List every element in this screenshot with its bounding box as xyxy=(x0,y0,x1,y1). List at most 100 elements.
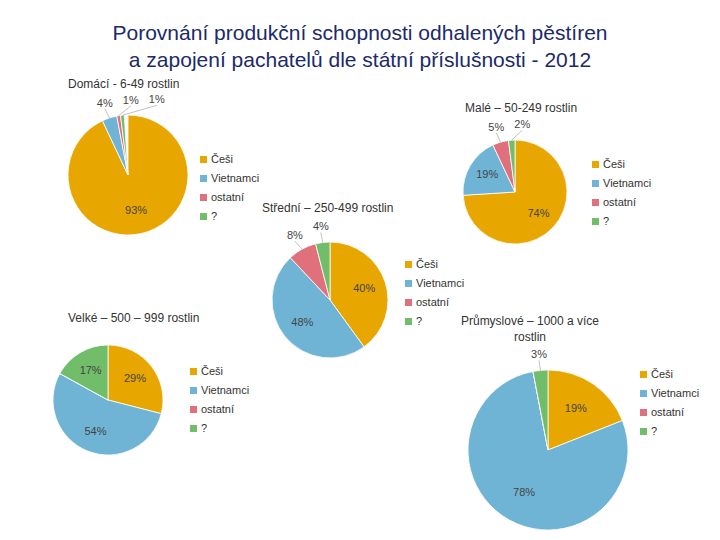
legend-label: ? xyxy=(603,215,609,227)
data-label: 48% xyxy=(291,316,313,328)
data-labels: 29% 54% 17% xyxy=(80,364,147,437)
legend-label: Češi xyxy=(603,158,625,170)
data-labels: 74% 19% 5% 2% xyxy=(476,118,549,219)
legend-label: ostatní xyxy=(201,403,234,415)
leader-line xyxy=(496,133,500,142)
legend-swatch xyxy=(592,161,599,168)
leader-line xyxy=(512,130,523,140)
slices xyxy=(468,370,628,530)
legend-label: Češi xyxy=(201,365,223,377)
legend-label: Češi xyxy=(416,258,438,270)
data-label: 78% xyxy=(513,486,535,498)
pie-slice xyxy=(316,242,330,300)
pie-slice xyxy=(463,140,567,244)
data-labels: 93% 4% 1% 1% xyxy=(97,93,165,216)
data-label: 3% xyxy=(531,348,547,360)
legend-label: Vietnamci xyxy=(651,387,699,399)
slices xyxy=(68,115,188,235)
data-label: 4% xyxy=(313,220,329,232)
data-label: 54% xyxy=(84,425,106,437)
legend-swatch xyxy=(190,387,197,394)
data-label: 17% xyxy=(80,364,102,376)
legend-swatch xyxy=(190,425,197,432)
legend-swatch xyxy=(190,368,197,375)
pie-slice xyxy=(117,115,128,175)
chart-title: Průmyslové – 1000 a vícerostlin xyxy=(461,314,599,344)
pie-chart: Střední – 250-499 rostlin 40% 48% 8% 4% Češi V… xyxy=(262,201,464,358)
chart-title: Velké – 500 – 999 rostlin xyxy=(68,311,199,325)
data-label: 19% xyxy=(565,402,587,414)
pie-slice xyxy=(508,140,515,192)
legend-label: Vietnamci xyxy=(211,172,259,184)
data-label: 1% xyxy=(149,93,165,105)
legend-swatch xyxy=(200,175,207,182)
data-label: 5% xyxy=(488,121,504,133)
legend-label: ostatní xyxy=(651,406,684,418)
legend-label: Vietnamci xyxy=(603,177,651,189)
legend-label: Češi xyxy=(651,368,673,380)
pie-chart: Velké – 500 – 999 rostlin 29% 54% 17% Češi Vi… xyxy=(53,311,249,455)
chart-title: Domácí - 6-49 rostlin xyxy=(68,77,179,91)
legend-swatch xyxy=(200,213,207,220)
leader-line xyxy=(321,233,323,243)
legend-label: Vietnamci xyxy=(416,277,464,289)
data-label: 19% xyxy=(476,168,498,180)
data-label: 29% xyxy=(124,372,146,384)
page: Porovnání produkční schopnosti odhalenýc… xyxy=(0,0,720,540)
legend-label: Češi xyxy=(211,153,233,165)
legend-swatch xyxy=(190,406,197,413)
data-label: 93% xyxy=(125,204,147,216)
slices xyxy=(272,242,388,358)
data-labels: 19% 78% 3% xyxy=(513,348,587,498)
pie-slice xyxy=(533,370,548,450)
legend-label: ostatní xyxy=(603,196,636,208)
data-label: 74% xyxy=(527,207,549,219)
legend: Češi Vietnamci ostatní? xyxy=(190,365,249,434)
data-label: 4% xyxy=(97,97,113,109)
legend-swatch xyxy=(640,390,647,397)
pie-slice xyxy=(68,115,188,235)
legend-label: ? xyxy=(211,210,217,222)
legend-label: ostatní xyxy=(416,296,449,308)
pie-chart: Malé – 50-249 rostlin 74% 19% 5% 2% Češi Vietn… xyxy=(463,101,651,244)
chart-title: Malé – 50-249 rostlin xyxy=(465,101,577,115)
pie-chart: Domácí - 6-49 rostlin 93% 4% 1% 1% Češi Vietna… xyxy=(68,77,259,235)
legend-swatch xyxy=(405,280,412,287)
chart-title: Střední – 250-499 rostlin xyxy=(262,201,393,215)
data-label: 2% xyxy=(514,118,530,130)
slices xyxy=(53,345,163,455)
data-labels: 40% 48% 8% 4% xyxy=(287,220,376,327)
data-label: 8% xyxy=(287,229,303,241)
legend-label: ostatní xyxy=(211,191,244,203)
legend-swatch xyxy=(405,299,412,306)
legend-label: ? xyxy=(201,422,207,434)
legend-swatch xyxy=(592,180,599,187)
leader-line xyxy=(119,106,131,116)
legend-label: Vietnamci xyxy=(201,384,249,396)
pie-chart: Průmyslové – 1000 a vícerostlin 19% 78% 3% Č… xyxy=(461,314,699,530)
legend-swatch xyxy=(640,409,647,416)
legend-swatch xyxy=(200,194,207,201)
main-title: Porovnání produkční schopnosti odhalenýc… xyxy=(113,21,608,71)
leader-line xyxy=(539,360,540,370)
pie-slice xyxy=(493,140,515,192)
legend: Češi Vietnamci ostatní? xyxy=(200,153,259,222)
slices xyxy=(463,140,567,244)
leader-line xyxy=(295,241,302,249)
leader-line xyxy=(122,105,156,115)
pie-slice xyxy=(102,116,128,175)
legend-label: ? xyxy=(651,425,657,437)
legend-swatch xyxy=(640,371,647,378)
legend-swatch xyxy=(592,199,599,206)
leader-line xyxy=(105,109,110,118)
legend-swatch xyxy=(200,156,207,163)
legend: ČešiVietnamciostatní? xyxy=(405,258,464,327)
legend-swatch xyxy=(405,261,412,268)
legend: Češi Vietnamci ostatní? xyxy=(592,158,651,227)
legend-swatch xyxy=(640,428,647,435)
data-label: 1% xyxy=(123,94,139,106)
legend: Češi Vietnamci ostatní? xyxy=(640,368,699,437)
pie-slice xyxy=(120,115,128,175)
data-label: 40% xyxy=(353,282,375,294)
pie-slice xyxy=(60,345,108,400)
